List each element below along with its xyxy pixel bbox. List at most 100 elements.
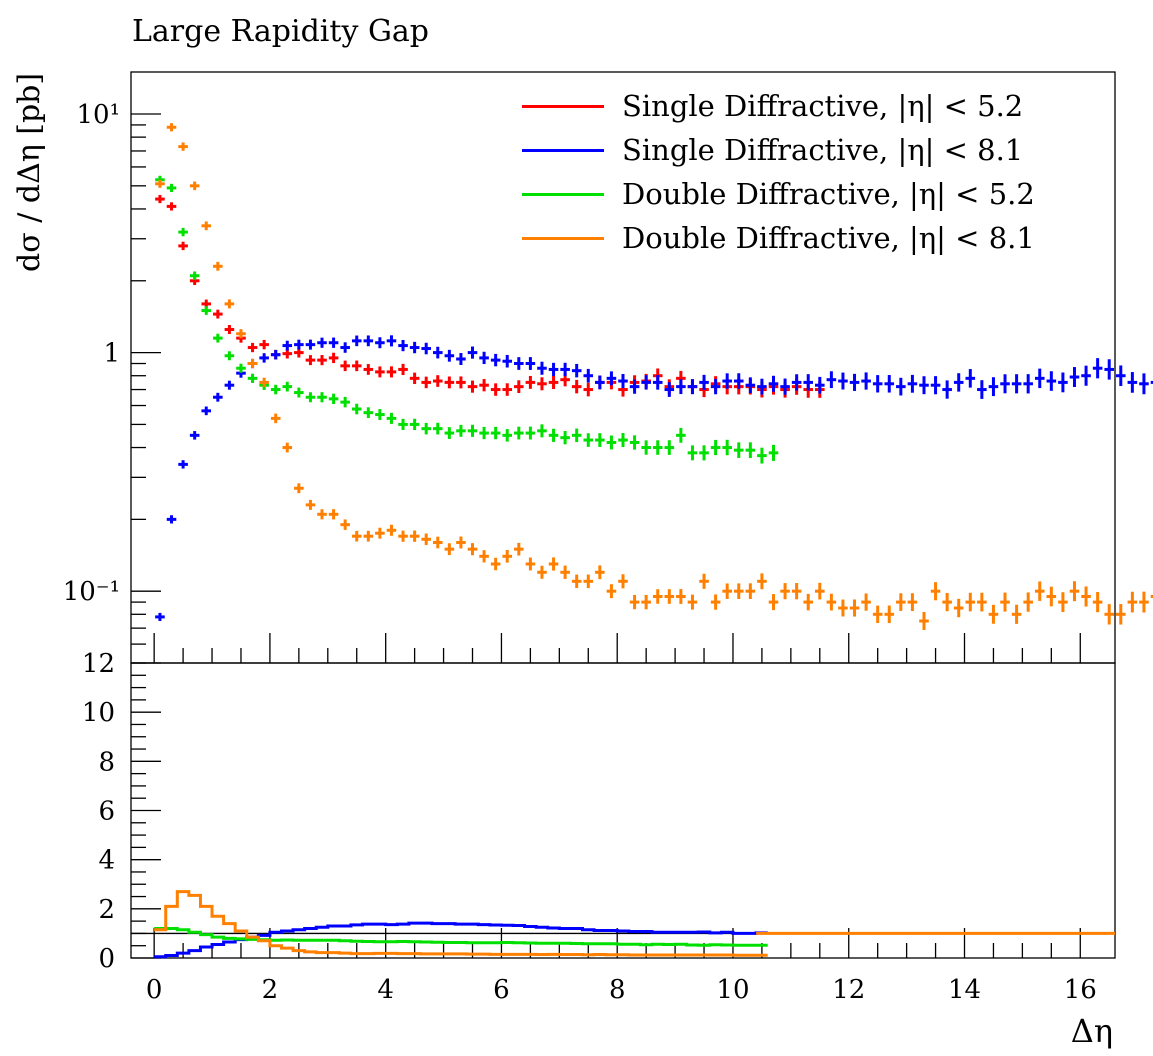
chart-title: Large Rapidity Gap <box>132 14 429 49</box>
data-point <box>803 593 814 611</box>
data-point <box>1104 604 1114 625</box>
data-point <box>745 442 756 459</box>
data-point <box>155 179 165 188</box>
data-point <box>537 565 547 579</box>
data-point <box>166 183 177 193</box>
data-point <box>1011 604 1022 624</box>
data-point <box>409 372 420 385</box>
data-point <box>409 418 420 431</box>
data-point <box>1127 591 1138 613</box>
data-point <box>664 589 675 604</box>
data-point <box>340 519 350 530</box>
ratio-series-line <box>154 927 768 947</box>
data-point <box>514 542 524 556</box>
data-point <box>444 427 455 439</box>
data-point <box>479 351 489 365</box>
data-point <box>664 440 675 455</box>
data-point <box>583 574 594 589</box>
data-point <box>340 360 350 372</box>
data-point <box>919 376 929 395</box>
data-point <box>1081 365 1091 386</box>
data-point <box>537 424 547 438</box>
data-point <box>502 550 513 563</box>
data-point <box>213 392 223 402</box>
data-point <box>791 583 802 600</box>
data-point <box>548 375 559 389</box>
y-tick-label: 10¹ <box>76 100 120 130</box>
data-point <box>988 604 999 624</box>
data-point <box>548 362 559 377</box>
legend-item: Double Diffractive, |η| < 8.1 <box>522 216 1035 260</box>
data-point <box>641 440 651 455</box>
data-point <box>838 372 848 390</box>
data-point <box>652 589 663 604</box>
data-point <box>884 375 895 393</box>
data-point <box>907 593 918 612</box>
x-tick-label: 0 <box>146 975 163 1005</box>
y-tick-label: 6 <box>98 797 115 827</box>
data-point <box>618 433 628 448</box>
data-point <box>896 377 906 396</box>
data-point <box>768 444 779 461</box>
data-point <box>826 593 837 611</box>
legend-swatch <box>522 104 604 108</box>
y-tick-label: 12 <box>82 649 115 679</box>
data-point <box>861 372 871 390</box>
data-point <box>560 565 570 579</box>
data-point <box>768 594 779 611</box>
data-point <box>201 406 212 416</box>
data-point <box>815 582 825 600</box>
data-point <box>664 382 675 397</box>
data-point <box>375 366 385 378</box>
data-point <box>722 439 732 456</box>
data-point <box>965 592 976 612</box>
data-point <box>155 612 165 621</box>
data-point <box>363 335 374 347</box>
data-point <box>247 342 258 353</box>
data-point <box>432 346 443 359</box>
data-point <box>259 339 269 350</box>
data-point <box>398 339 408 352</box>
data-point <box>270 413 281 424</box>
data-point <box>1034 581 1045 601</box>
data-point <box>490 426 501 440</box>
legend-swatch <box>522 192 604 196</box>
data-point <box>942 380 952 399</box>
data-point <box>398 363 408 376</box>
data-point <box>583 433 594 447</box>
data-point <box>525 557 536 571</box>
data-point <box>444 376 455 389</box>
data-point <box>571 379 582 394</box>
data-point <box>849 599 860 617</box>
data-point <box>652 375 663 390</box>
data-point <box>838 599 848 617</box>
data-point <box>224 324 235 334</box>
data-point <box>1104 359 1114 380</box>
data-point <box>398 418 408 431</box>
data-point <box>676 427 686 443</box>
ratio-series-line <box>154 890 768 957</box>
data-point <box>849 373 860 391</box>
data-point <box>745 583 756 600</box>
data-point <box>1058 592 1068 612</box>
data-point <box>733 442 744 458</box>
data-point <box>919 612 929 630</box>
data-point <box>571 363 582 378</box>
data-point <box>155 195 165 204</box>
data-point <box>525 357 536 370</box>
data-point <box>1023 374 1033 394</box>
data-point <box>490 353 501 367</box>
data-point <box>652 440 663 455</box>
data-point <box>317 509 327 520</box>
legend-item: Double Diffractive, |η| < 5.2 <box>522 172 1035 216</box>
data-point <box>872 605 883 623</box>
data-point <box>282 340 293 351</box>
data-point <box>595 565 605 580</box>
data-point <box>224 351 235 361</box>
data-point <box>953 373 964 392</box>
data-point <box>421 422 431 435</box>
legend-label: Single Diffractive, |η| < 8.1 <box>622 133 1024 167</box>
data-point <box>259 377 269 388</box>
data-point <box>1000 374 1010 394</box>
data-point <box>514 357 524 370</box>
